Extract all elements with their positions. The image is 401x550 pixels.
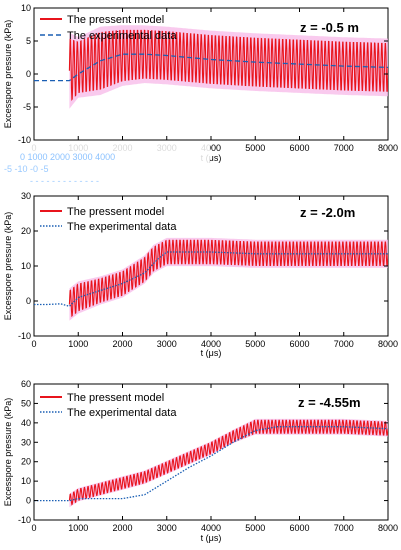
overlay-artifact-vals: -5 -10 -0 -5 [4,164,49,174]
series-experiment-1 [34,53,388,82]
y-tick-label-1-4: 10 [21,3,31,13]
x-tick-label-2-0: 0 [31,339,36,349]
y-tick-label-3-1: 0 [26,496,31,506]
annotation-3: z = -4.55m [298,395,361,410]
x-axis-label-3: t (μs) [201,533,222,543]
series-model-2 [68,239,388,318]
annotation-2: z = -2.0m [300,205,355,220]
x-tick-label-3-1: 1000 [68,523,88,533]
legend-3: The pressent model The experimental data [40,392,177,419]
series-group-3 [34,419,388,506]
y-tick-label-1-1: -5 [23,102,31,112]
x-tick-label-2-1: 1000 [68,339,88,349]
x-tick-label-2-3: 3000 [157,339,177,349]
x-tick-label-1-8: 8000 [378,143,398,153]
y-ticks-1: -10 -5 0 5 10 [18,3,388,145]
x-tick-label-2-2: 2000 [112,339,132,349]
y-axis-label-3: Excesspore pressure (kPa) [3,398,13,507]
x-tick-label-3-0: 0 [31,523,36,533]
y-tick-label-2-4: 30 [21,191,31,201]
x-tick-label-3-3: 3000 [157,523,177,533]
y-tick-label-1-2: 0 [26,69,31,79]
y-ticks-2: -10 0 10 20 30 [18,191,388,341]
series-experiment-3 [34,426,388,502]
x-axis-label-2: t (μs) [201,348,222,358]
x-tick-label-2-5: 5000 [245,339,265,349]
series-experiment-2 [34,251,388,308]
y-tick-label-2-0: -10 [18,331,31,341]
y-tick-label-1-3: 5 [26,36,31,46]
y-tick-label-2-1: 0 [26,296,31,306]
overlay-artifact: 0 1000 2000 3000 4000 -5 -10 -0 -5 - - -… [0,144,210,190]
x-tick-label-2-7: 7000 [334,339,354,349]
x-ticks-3: 0 1000 2000 3000 4000 5000 6000 7000 8000 [31,384,398,533]
x-tick-label-3-2: 2000 [112,523,132,533]
x-ticks-2: 0 1000 2000 3000 4000 5000 6000 7000 8000 [31,196,398,349]
y-ticks-3: -10 0 10 20 30 40 50 60 [18,379,388,525]
legend-2: The pressent model The experimental data [40,206,177,233]
y-tick-label-3-3: 20 [21,457,31,467]
overlay-artifact-box [0,144,210,190]
series-group-2 [34,239,388,318]
legend-2-label-model: The pressent model [67,206,164,218]
legend-1: The pressent model The experimental data [40,14,177,42]
x-tick-label-3-6: 6000 [289,523,309,533]
y-tick-label-3-4: 30 [21,437,31,447]
x-tick-label-3-8: 8000 [378,523,398,533]
x-tick-label-1-5: 5000 [245,143,265,153]
y-tick-label-3-0: -10 [18,515,31,525]
x-tick-label-1-6: 6000 [289,143,309,153]
legend-3-label-experiment: The experimental data [67,407,177,419]
y-tick-label-3-6: 50 [21,398,31,408]
x-axis-label-1: t (μs) [201,153,222,163]
overlay-artifact-ticks: 0 1000 2000 3000 4000 [20,152,115,162]
y-tick-label-1-0: -10 [18,135,31,145]
x-tick-label-1-4: 4000 [201,143,221,153]
y-tick-label-3-2: 10 [21,476,31,486]
y-axis-label-2: Excesspore pressure (kPa) [3,212,13,321]
y-axis-label-1: Excesspore pressure (kPa) [3,20,13,129]
x-tick-label-3-7: 7000 [334,523,354,533]
x-tick-label-2-8: 8000 [378,339,398,349]
y-tick-label-3-7: 60 [21,379,31,389]
legend-1-label-model: The pressent model [67,14,164,26]
x-tick-label-3-5: 5000 [245,523,265,533]
y-tick-label-2-3: 20 [21,226,31,236]
series-group-1 [34,29,388,101]
legend-2-label-experiment: The experimental data [67,221,177,233]
y-tick-label-2-2: 10 [21,261,31,271]
legend-1-label-experiment: The experimental data [67,30,177,42]
x-tick-label-2-6: 6000 [289,339,309,349]
y-tick-label-3-5: 40 [21,418,31,428]
x-tick-label-1-7: 7000 [334,143,354,153]
overlay-artifact-dash: - - - - - - - - - - - - - [30,176,99,186]
legend-3-label-model: The pressent model [67,392,164,404]
x-tick-label-3-4: 4000 [201,523,221,533]
annotation-1: z = -0.5 m [300,20,359,35]
x-tick-label-2-4: 4000 [201,339,221,349]
